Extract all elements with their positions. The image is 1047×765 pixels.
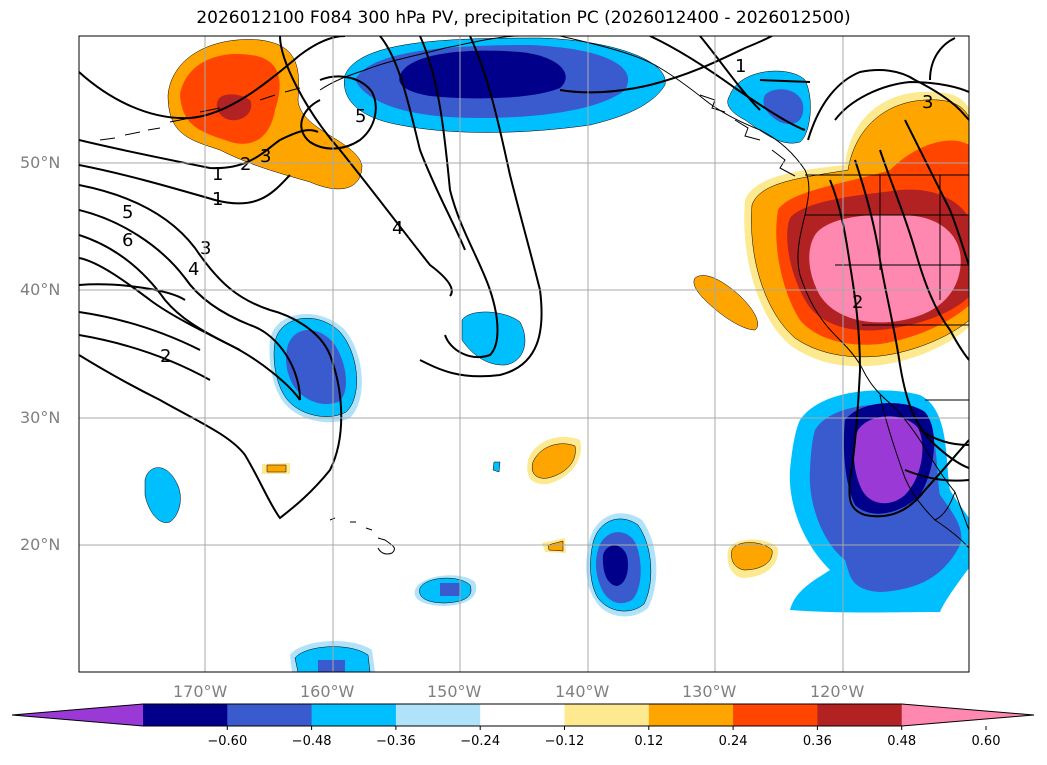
contour-line xyxy=(379,36,466,251)
precip-negative-gulf-alaska xyxy=(343,37,666,133)
contour-line xyxy=(559,36,773,94)
colorbar-tick-label: −0.60 xyxy=(207,734,248,749)
pv-contours xyxy=(79,36,969,520)
precip-negative-small-4 xyxy=(414,575,477,606)
contour-line xyxy=(649,36,806,131)
contour-label: 1 xyxy=(212,189,223,210)
contour-label: 3 xyxy=(922,92,933,113)
precip-negative-bc xyxy=(727,70,811,144)
precip-fill-navy xyxy=(399,50,566,99)
x-tick-label: 170°W xyxy=(173,682,228,701)
contour-label: 5 xyxy=(355,106,366,127)
colorbar-tick-label: 0.12 xyxy=(634,734,664,749)
colorbar-segment xyxy=(311,704,397,726)
x-tick-label: 130°W xyxy=(682,682,737,701)
precip-negative-small-2 xyxy=(144,467,181,523)
colorbar-segment xyxy=(733,704,818,726)
contour-line xyxy=(79,164,291,205)
precip-positive-small-blobs xyxy=(262,275,779,578)
contour-line xyxy=(79,283,186,301)
pv-contour-labels: 1 1 2 2 3 3 4 4 5 6 1 3 2 5 xyxy=(122,56,933,367)
contour-line xyxy=(79,234,301,401)
contour-line xyxy=(79,36,346,120)
contour-line xyxy=(829,179,969,518)
contour-line xyxy=(759,79,811,83)
contour-line xyxy=(79,184,343,520)
coast-us-west xyxy=(797,214,956,493)
y-tick-label: 40°N xyxy=(20,280,61,299)
colorbar-tick-label: −0.48 xyxy=(291,734,332,749)
coastlines xyxy=(99,36,969,555)
contour-label: 1 xyxy=(735,56,746,77)
colorbar-segment xyxy=(227,704,313,726)
contour-line xyxy=(79,311,201,351)
y-tick-label: 50°N xyxy=(20,153,61,172)
contour-line xyxy=(419,36,543,378)
colorbar-tick-label: −0.36 xyxy=(375,734,416,749)
coast-baja xyxy=(879,394,956,521)
contour-label: 1 xyxy=(212,164,223,185)
contour-label: 4 xyxy=(392,218,403,239)
contour-line xyxy=(279,36,453,297)
precip-fill-brick xyxy=(216,94,252,121)
colorbar-tick-label: 0.60 xyxy=(971,734,1001,749)
contour-line xyxy=(79,334,211,381)
plot-frame xyxy=(78,35,970,673)
map-plot-area: 1 1 2 2 3 3 4 4 5 6 1 3 2 5 xyxy=(79,36,969,672)
contour-line xyxy=(834,80,969,121)
colorbar xyxy=(11,703,1035,730)
contour-line xyxy=(854,159,969,469)
precip-negative-small-1 xyxy=(461,311,526,366)
precip-fill-purple xyxy=(853,416,923,504)
y-tick-label: 30°N xyxy=(20,408,61,427)
colorbar-segment xyxy=(395,704,481,726)
contour-line xyxy=(807,69,969,141)
contour-line xyxy=(79,209,301,401)
contour-label: 6 xyxy=(122,230,133,251)
colorbar-tick-label: 0.36 xyxy=(802,734,832,749)
colorbar-segment xyxy=(564,704,650,726)
colorbar-extend-high xyxy=(901,704,1034,726)
colorbar-outline xyxy=(11,703,1035,727)
colorbar-segment xyxy=(648,704,734,726)
contour-line xyxy=(300,75,377,150)
contour-line xyxy=(79,129,319,170)
contour-label: 3 xyxy=(200,238,211,259)
colorbar-segment xyxy=(817,704,903,726)
contour-label: 4 xyxy=(188,259,199,280)
colorbar-tick-label: 0.24 xyxy=(718,734,748,749)
contour-line xyxy=(699,36,761,111)
x-tick-label: 120°W xyxy=(810,682,865,701)
contour-label: 3 xyxy=(260,146,271,167)
contour-line xyxy=(929,37,956,81)
x-tick-label: 150°W xyxy=(427,682,482,701)
map-title: 2026012100 F084 300 hPa PV, precipitatio… xyxy=(196,8,851,28)
contour-line xyxy=(879,149,969,361)
colorbar-extend-low xyxy=(12,704,143,726)
y-tick-label: 20°N xyxy=(20,535,61,554)
colorbar-tick-label: −0.12 xyxy=(544,734,585,749)
contour-line xyxy=(904,119,969,266)
contour-label: 2 xyxy=(852,292,863,313)
colorbar-segment xyxy=(143,704,228,726)
colorbar-segment xyxy=(480,704,565,726)
contour-line xyxy=(904,429,969,482)
contour-label: 2 xyxy=(240,154,251,175)
coast-mexico xyxy=(934,491,969,549)
contour-label: 2 xyxy=(160,346,171,367)
x-tick-label: 160°W xyxy=(300,682,355,701)
gridlines xyxy=(79,36,969,672)
x-tick-label: 140°W xyxy=(555,682,610,701)
colorbar-tick-label: −0.24 xyxy=(460,734,501,749)
precip-positive-us-west xyxy=(744,91,969,367)
coast-bc-islands xyxy=(699,94,796,177)
state-borders xyxy=(805,174,969,401)
contour-line xyxy=(419,36,499,358)
precip-negative-small-3 xyxy=(586,513,657,617)
colorbar-tick-label: 0.48 xyxy=(887,734,917,749)
contour-label: 5 xyxy=(122,202,133,223)
contour-line xyxy=(79,257,241,351)
aleutians xyxy=(99,87,301,141)
